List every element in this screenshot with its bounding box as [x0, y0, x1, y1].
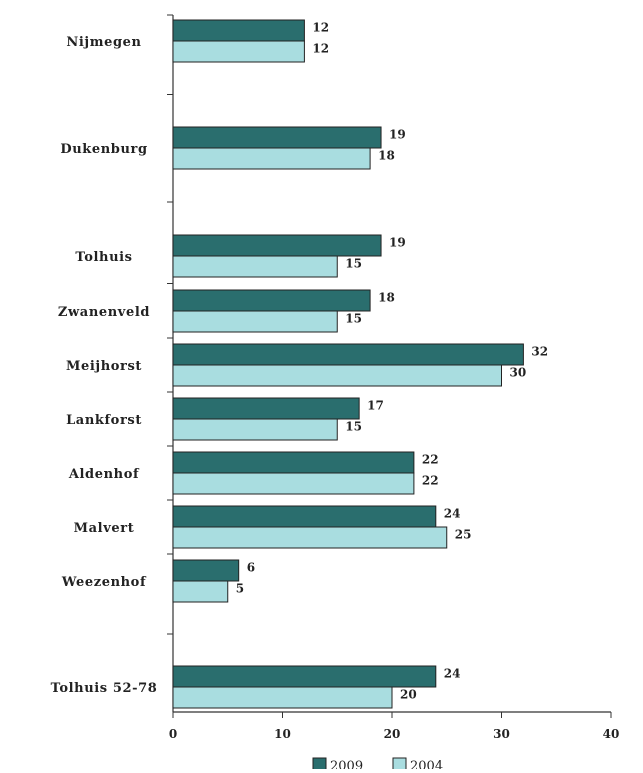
x-tick-label: 20 — [384, 727, 401, 741]
bar-2009 — [172, 126, 382, 149]
bar-2009 — [172, 559, 240, 582]
value-label-2009: 24 — [444, 667, 461, 681]
bar-2004 — [172, 472, 415, 495]
bar-2009 — [172, 505, 437, 528]
category-label: Meijhorst — [66, 359, 142, 374]
value-label-2004: 15 — [345, 420, 362, 434]
x-tick-label: 10 — [274, 727, 291, 741]
bar-2004 — [172, 310, 338, 333]
category-label: Zwanenveld — [58, 305, 150, 320]
category-label: Tolhuis — [75, 250, 132, 265]
category-label: Lankforst — [66, 413, 142, 428]
value-label-2009: 22 — [422, 453, 439, 467]
value-label-2009: 12 — [312, 21, 329, 35]
bar-2004 — [172, 40, 305, 63]
bar-2004 — [172, 147, 371, 170]
bar-2004 — [172, 580, 229, 603]
category-label: Nijmegen — [66, 35, 141, 50]
value-label-2009: 19 — [389, 128, 406, 142]
legend-swatch-2004 — [392, 757, 407, 772]
x-tick-label: 30 — [493, 727, 510, 741]
value-label-2009: 6 — [247, 561, 255, 575]
x-tick-label: 0 — [169, 727, 177, 741]
value-label-2004: 30 — [510, 366, 527, 380]
value-label-2009: 24 — [444, 507, 461, 521]
value-label-2004: 20 — [400, 688, 417, 702]
legend-label-2004: 2004 — [410, 759, 443, 769]
bar-2009 — [172, 19, 305, 42]
category-label: Malvert — [74, 521, 135, 536]
value-label-2004: 5 — [236, 582, 244, 596]
x-tick-label: 40 — [603, 727, 620, 741]
value-label-2004: 15 — [345, 312, 362, 326]
bar-2004 — [172, 526, 448, 549]
bar-2004 — [172, 364, 502, 387]
value-label-2009: 32 — [531, 345, 548, 359]
category-label: Aldenhof — [68, 467, 140, 482]
legend-label-2009: 2009 — [330, 759, 363, 769]
value-label-2004: 22 — [422, 474, 439, 488]
value-label-2004: 15 — [345, 257, 362, 271]
value-label-2004: 12 — [312, 42, 329, 56]
bar-2009 — [172, 397, 360, 420]
category-label: Dukenburg — [60, 142, 147, 157]
bar-2004 — [172, 255, 338, 278]
value-label-2009: 18 — [378, 291, 395, 305]
bar-2009 — [172, 289, 371, 312]
bar-2004 — [172, 686, 393, 709]
legend-swatch-2009 — [312, 757, 327, 772]
bar-2009 — [172, 665, 437, 688]
bar-2009 — [172, 234, 382, 257]
bar-2004 — [172, 418, 338, 441]
bar-2009 — [172, 451, 415, 474]
category-label: Tolhuis 52-78 — [51, 681, 158, 696]
value-label-2004: 25 — [455, 528, 472, 542]
value-label-2004: 18 — [378, 149, 395, 163]
bar-2009 — [172, 343, 524, 366]
category-label: Weezenhof — [61, 575, 147, 590]
value-label-2009: 19 — [389, 236, 406, 250]
value-label-2009: 17 — [367, 399, 384, 413]
